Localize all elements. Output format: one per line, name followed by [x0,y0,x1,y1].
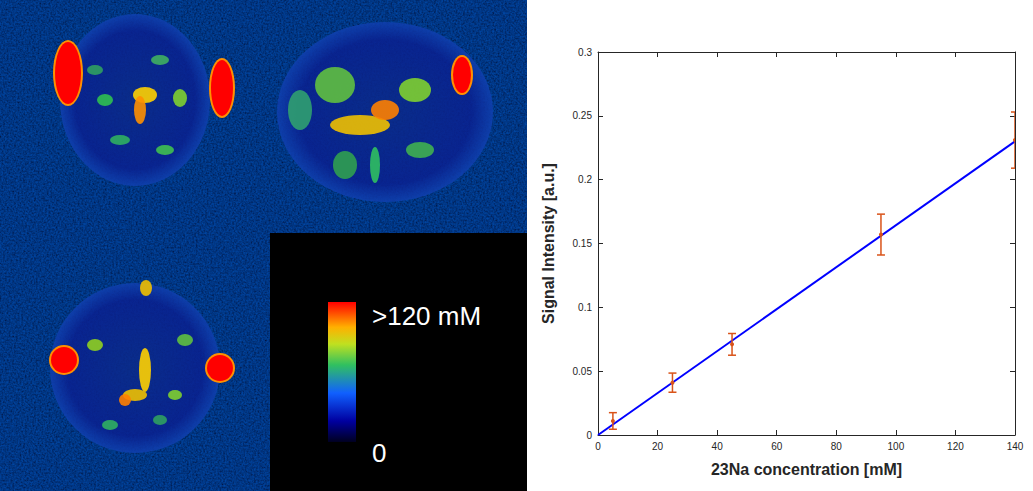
svg-text:0.1: 0.1 [578,302,592,313]
svg-text:0.15: 0.15 [573,238,593,249]
svg-text:23Na concentration [mM]: 23Na concentration [mM] [711,461,902,478]
svg-text:0.25: 0.25 [573,110,593,121]
svg-text:0.3: 0.3 [578,47,592,58]
svg-text:100: 100 [888,441,905,452]
svg-text:20: 20 [652,441,664,452]
svg-text:40: 40 [712,441,724,452]
svg-text:0.2: 0.2 [578,174,592,185]
svg-text:140: 140 [1007,441,1024,452]
svg-text:Signal Intensity [a.u.]: Signal Intensity [a.u.] [540,163,557,324]
svg-text:0: 0 [372,438,386,468]
svg-text:0: 0 [586,430,592,441]
svg-text:>120 mM: >120 mM [372,301,481,331]
svg-text:120: 120 [947,441,964,452]
svg-text:80: 80 [831,441,843,452]
svg-text:0: 0 [595,441,601,452]
svg-text:0.05: 0.05 [573,366,593,377]
svg-text:60: 60 [771,441,783,452]
